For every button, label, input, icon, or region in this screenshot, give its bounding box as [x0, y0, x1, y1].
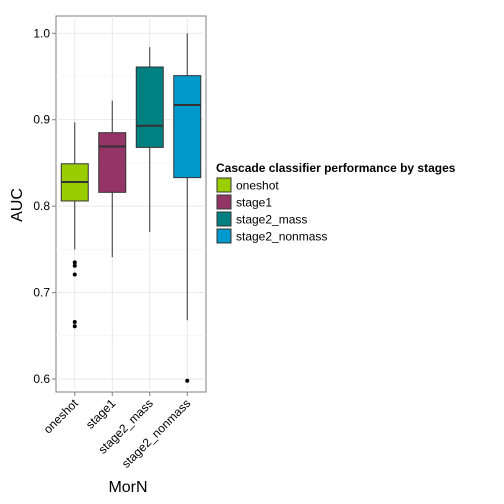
outlier-point	[72, 272, 77, 277]
box-stage1	[98, 100, 127, 258]
y-tick-label: 0.7	[33, 286, 50, 300]
legend-items: oneshot stage1 stage2_mass stage2_nonmass	[216, 177, 327, 244]
box-oneshot	[60, 122, 89, 329]
legend: Cascade classifier performance by stages…	[216, 161, 456, 244]
y-tick-label: 0.8	[33, 199, 50, 213]
y-tick-label: 1.0	[33, 26, 50, 40]
y-tick-label: 0.6	[33, 372, 50, 386]
y-tick-label: 0.9	[33, 113, 50, 127]
outlier-point	[185, 378, 190, 383]
outlier-point	[72, 319, 77, 324]
outlier-point	[72, 260, 77, 265]
legend-label: stage2_nonmass	[236, 230, 327, 244]
box-series	[60, 33, 202, 383]
box-iqr	[135, 66, 164, 148]
legend-swatch	[216, 211, 232, 227]
legend-title: Cascade classifier performance by stages	[216, 161, 456, 175]
outlier-point	[72, 263, 77, 268]
y-axis: 0.6 0.7 0.8 0.9 1.0	[33, 26, 56, 386]
x-axis-title: MorN	[108, 479, 147, 496]
legend-label: stage2_mass	[236, 213, 307, 227]
legend-swatch	[216, 228, 232, 244]
x-tick-label: stage1	[83, 396, 119, 432]
x-tick-label: stage2_nonmass	[119, 396, 194, 471]
legend-label: oneshot	[236, 179, 279, 193]
outlier-point	[72, 324, 77, 329]
y-axis-title: AUC	[9, 188, 26, 222]
legend-swatch	[216, 177, 232, 193]
box-iqr	[173, 75, 202, 179]
legend-label: stage1	[236, 196, 272, 210]
x-tick-label: oneshot	[41, 396, 82, 437]
legend-swatch	[216, 194, 232, 210]
box-stage2-mass	[135, 47, 164, 233]
box-iqr	[98, 132, 127, 193]
box-stage2-nonmass	[173, 33, 202, 383]
